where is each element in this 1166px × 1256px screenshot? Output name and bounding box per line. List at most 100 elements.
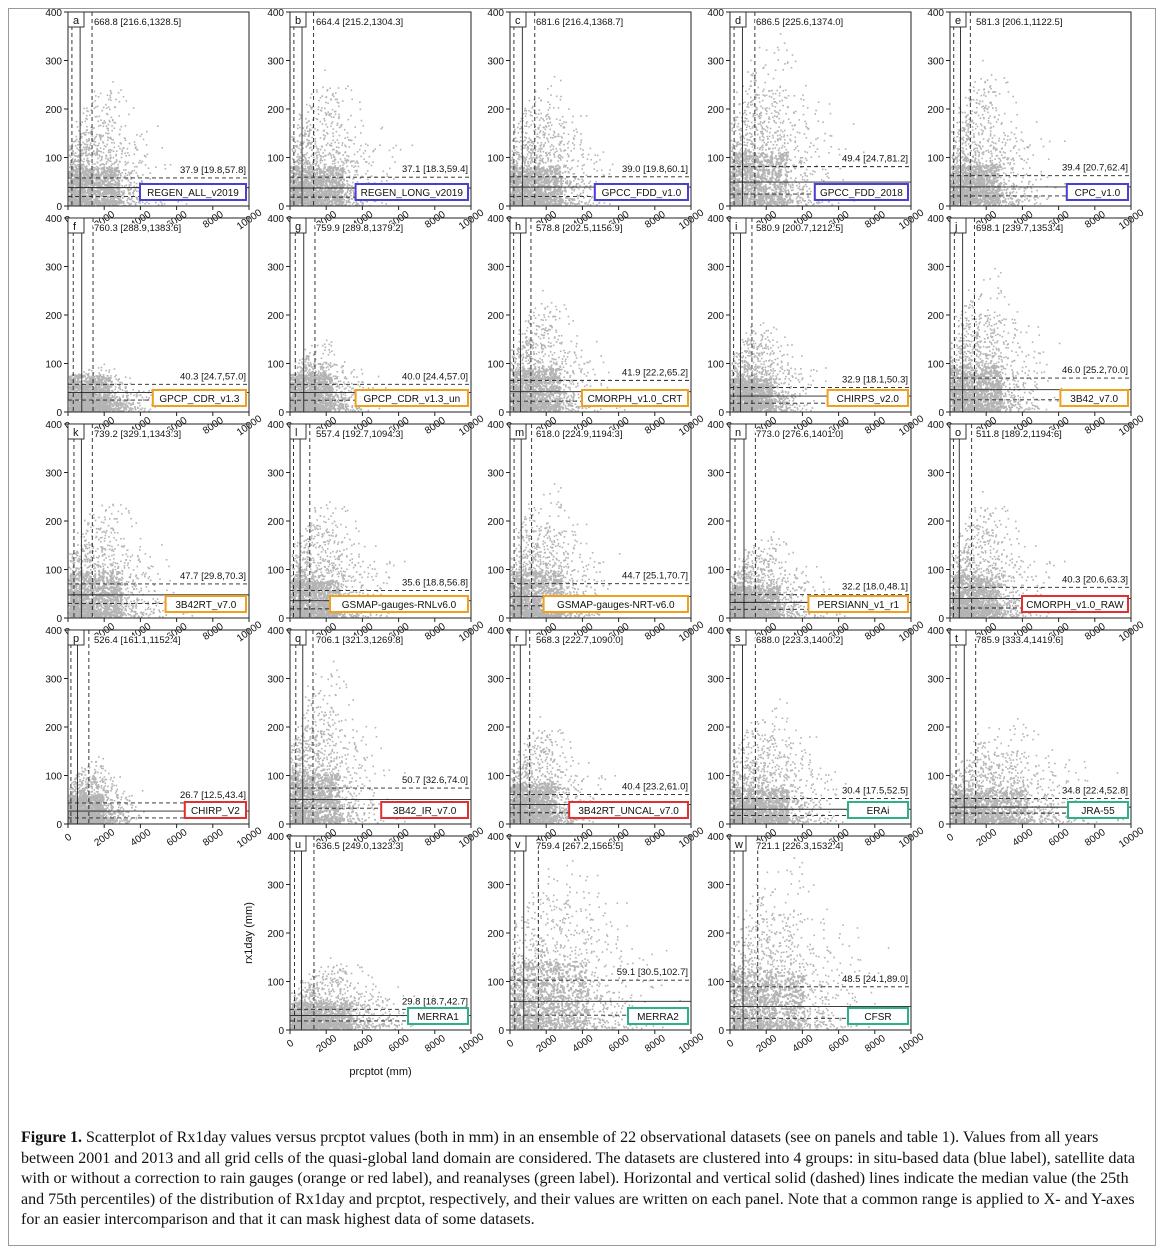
scatter-point <box>344 151 346 154</box>
scatter-point <box>75 196 77 198</box>
scatter-point <box>549 103 551 106</box>
point-cloud <box>510 75 630 206</box>
scatter-point <box>356 151 359 153</box>
scatter-point <box>297 191 300 194</box>
scatter-point <box>94 177 97 180</box>
scatter-point <box>294 149 297 151</box>
scatter-point <box>314 195 317 198</box>
scatter-point <box>300 170 303 173</box>
scatter-point <box>319 159 322 161</box>
scatter-point <box>311 185 314 189</box>
scatter-point <box>125 155 127 157</box>
scatter-point <box>320 201 322 204</box>
scatter-point <box>349 192 352 195</box>
scatter-point <box>293 203 296 206</box>
scatter-point <box>128 204 131 206</box>
scatter-point <box>329 153 332 155</box>
scatter-point <box>548 182 551 184</box>
scatter-point <box>535 203 537 206</box>
scatter-point <box>86 118 88 121</box>
scatter-point <box>332 128 335 130</box>
scatter-point <box>298 134 301 136</box>
scatter-point <box>331 178 335 182</box>
scatter-point <box>330 122 333 125</box>
scatter-point <box>307 183 310 186</box>
scatter-point <box>76 174 79 177</box>
scatter-point <box>123 169 125 171</box>
scatter-point <box>113 142 115 144</box>
scatter-point <box>314 127 316 130</box>
scatter-point <box>69 170 72 173</box>
scatter-point <box>576 194 579 196</box>
scatter-point <box>347 188 349 191</box>
scatter-point <box>96 165 98 168</box>
scatter-point <box>124 163 127 166</box>
scatter-point <box>585 202 588 204</box>
scatter-point <box>545 152 547 154</box>
scatter-point <box>75 188 77 190</box>
scatter-point <box>547 183 550 186</box>
scatter-point <box>107 177 110 180</box>
scatter-point <box>86 200 89 203</box>
scatter-point <box>110 149 113 152</box>
scatter-point <box>561 115 564 118</box>
scatter-point <box>305 193 308 196</box>
scatter-point <box>96 151 98 153</box>
scatter-point <box>96 175 99 178</box>
scatter-point <box>114 204 117 206</box>
scatter-point <box>126 201 129 204</box>
scatter-point <box>563 149 565 152</box>
scatter-point <box>338 172 341 175</box>
scatter-point <box>117 173 120 176</box>
scatter-point <box>85 148 88 151</box>
scatter-point <box>575 184 578 187</box>
scatter-point <box>96 199 99 202</box>
scatter-point <box>116 150 118 152</box>
scatter-point <box>558 200 561 203</box>
scatter-point <box>386 173 388 175</box>
scatter-point <box>319 177 322 181</box>
x-stats-label: 664.4 [215.2,1304.3] <box>316 17 403 28</box>
scatter-point <box>107 127 109 130</box>
scatter-point <box>71 177 73 180</box>
scatter-point <box>103 177 106 180</box>
scatter-point <box>298 201 301 204</box>
scatter-point <box>109 96 112 99</box>
scatter-point <box>526 149 529 152</box>
scatter-point <box>107 136 109 139</box>
scatter-point <box>296 156 299 158</box>
scatter-point <box>164 167 167 170</box>
dataset-label: REGEN_LONG_v2019 <box>361 188 464 199</box>
scatter-point <box>124 160 127 163</box>
scatter-point <box>83 152 85 154</box>
scatter-point <box>550 149 552 151</box>
scatter-point <box>316 171 319 173</box>
scatter-point <box>348 139 350 141</box>
scatter-point <box>309 188 312 190</box>
scatter-point <box>122 193 124 196</box>
scatter-point <box>88 160 91 163</box>
scatter-point <box>121 197 124 199</box>
scatter-point <box>550 198 552 200</box>
scatter-point <box>536 204 538 206</box>
scatter-point <box>338 200 341 203</box>
scatter-point <box>336 150 338 153</box>
scatter-point <box>331 200 334 203</box>
scatter-point <box>299 155 301 158</box>
scatter-point <box>95 106 97 108</box>
scatter-point <box>110 91 112 94</box>
scatter-point <box>300 202 302 205</box>
scatter-point <box>297 166 300 169</box>
scatter-point <box>316 91 318 93</box>
scatter-point <box>76 155 79 157</box>
scatter-point <box>106 202 108 205</box>
scatter-point <box>105 107 108 109</box>
scatter-point <box>360 155 362 158</box>
scatter-point <box>322 152 324 154</box>
scatter-point <box>381 126 384 129</box>
scatter-point <box>325 183 328 186</box>
scatter-point <box>319 186 322 188</box>
scatter-point <box>74 155 77 157</box>
scatter-point <box>133 201 135 203</box>
scatter-point <box>341 198 344 201</box>
